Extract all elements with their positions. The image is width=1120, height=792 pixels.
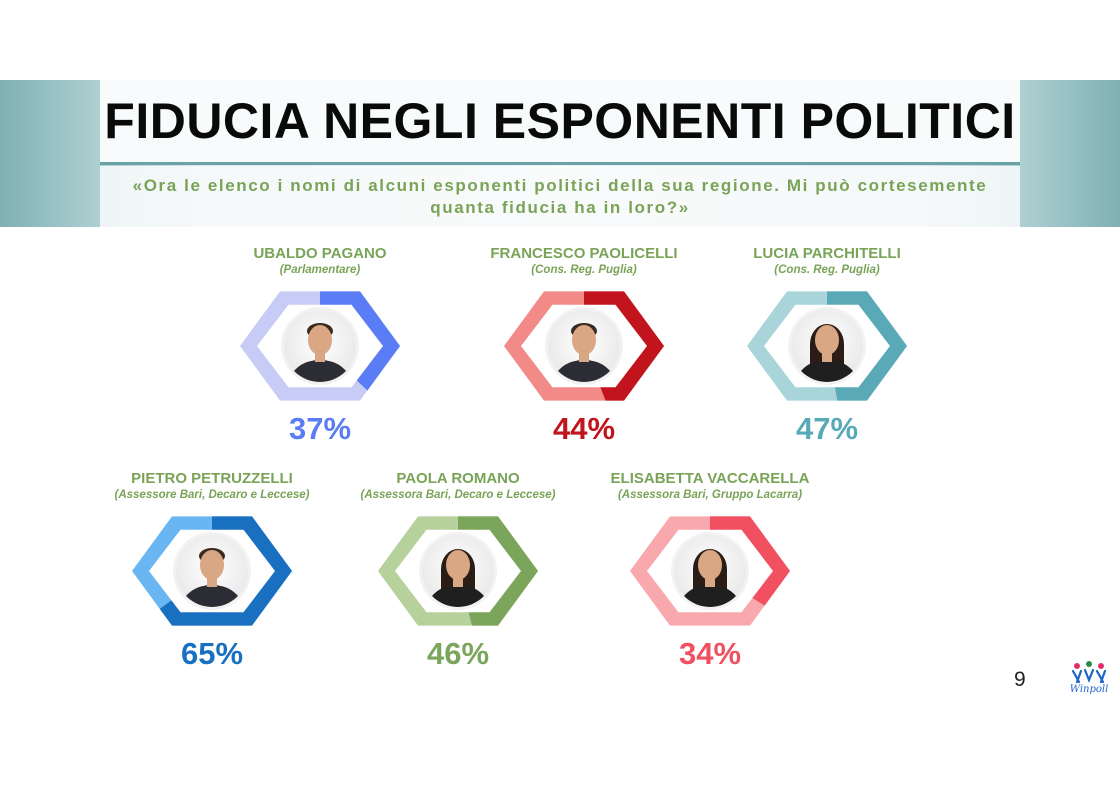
trust-percentage: 44% [552,411,616,446]
trust-donut-chart [132,516,292,626]
politician-card-vaccarella: ELISABETTA VACCARELLA (Assessora Bari, G… [600,470,820,671]
man-portrait-icon [554,323,614,382]
page-title: FIDUCIA NEGLI ESPONENTI POLITICI [104,93,1016,149]
trust-percentage: 65% [180,636,244,671]
politician-card-petruzzelli: PIETRO PETRUZZELLI (Assessore Bari, Deca… [102,470,322,671]
politician-name: FRANCESCO PAOLICELLI [490,245,678,262]
politician-name: PAOLA ROMANO [396,470,520,487]
politician-card-parchitelli: LUCIA PARCHITELLI (Cons. Reg. Puglia) 47… [717,245,937,446]
politician-card-paolicelli: FRANCESCO PAOLICELLI (Cons. Reg. Puglia)… [474,245,694,446]
donut-value-segment [320,291,400,401]
politician-role: (Cons. Reg. Puglia) [531,264,637,276]
trust-donut-chart [504,291,664,401]
trust-percentage: 37% [288,411,352,446]
donut-value-segment [584,291,664,401]
politician-name: ELISABETTA VACCARELLA [610,470,810,487]
politician-name: LUCIA PARCHITELLI [753,245,901,262]
woman-portrait-icon [797,324,857,382]
man-portrait-icon [182,548,242,607]
trust-donut-chart [747,291,907,401]
politician-role: (Cons. Reg. Puglia) [774,264,880,276]
politician-role: (Assessora Bari, Gruppo Lacarra) [617,489,803,501]
politician-name: PIETRO PETRUZZELLI [131,470,293,487]
woman-portrait-icon [680,549,740,607]
title-box: FIDUCIA NEGLI ESPONENTI POLITICI [100,80,1020,165]
page-number: 9 [1014,668,1026,691]
trust-donut-chart [378,516,538,626]
politician-name: UBALDO PAGANO [253,245,387,262]
trust-percentage: 34% [678,636,742,671]
trust-percentage: 47% [795,411,859,446]
question-box: «Ora le elenco i nomi di alcuni esponent… [100,166,1020,227]
question-text: «Ora le elenco i nomi di alcuni esponent… [132,175,988,217]
man-portrait-icon [290,323,350,382]
politician-card-pagano: UBALDO PAGANO (Parlamentare) 37% [210,245,430,446]
politician-card-romano: PAOLA ROMANO (Assessora Bari, Decaro e L… [348,470,568,671]
politician-role: (Assessora Bari, Decaro e Leccese) [360,489,556,501]
trust-donut-chart [630,516,790,626]
winpoll-logo-icon: Winpoll [1070,661,1109,695]
trust-donut-chart [240,291,400,401]
trust-percentage: 46% [426,636,490,671]
woman-portrait-icon [428,549,488,607]
politician-role: (Assessore Bari, Decaro e Leccese) [114,489,310,501]
logo-wordmark: Winpoll [1070,684,1109,695]
politician-role: (Parlamentare) [279,264,361,276]
